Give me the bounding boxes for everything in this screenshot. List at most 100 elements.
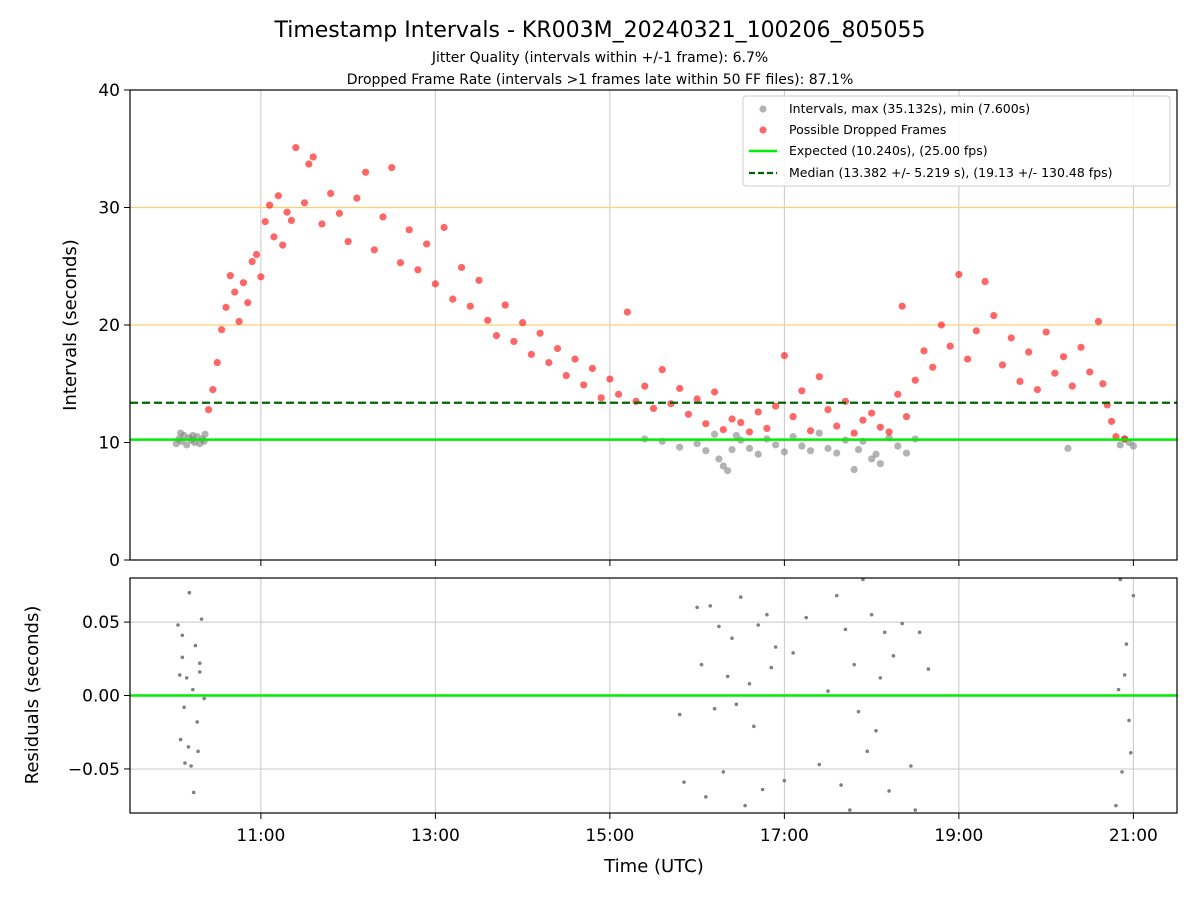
residual-point-41 [782, 778, 787, 783]
interval-point-11 [201, 430, 209, 438]
residual-point-59 [891, 654, 896, 658]
dropped-frame-point-103 [998, 361, 1007, 369]
interval-point-43 [872, 450, 880, 458]
dropped-frame-point-41 [466, 302, 474, 310]
dropped-frame-point-82 [824, 406, 832, 414]
residual-point-24 [704, 795, 708, 799]
dropped-frame-point-19 [287, 216, 296, 225]
legend-label-intervals: Intervals, max (35.132s), min (7.600s) [789, 101, 1030, 116]
interval-point-46 [894, 442, 902, 450]
intervals-panel: 0 10 20 30 40 Intervals, max (35.132s), min (… [98, 81, 1178, 571]
dropped-frame-point-45 [501, 301, 509, 309]
residual-point-23 [699, 662, 704, 667]
dropped-frame-point-92 [902, 413, 911, 421]
residual-point-26 [712, 706, 717, 711]
dropped-frame-point-14 [266, 201, 274, 209]
residual-point-6 [189, 764, 193, 768]
residual-point-48 [843, 627, 848, 632]
residual-point-8 [193, 643, 198, 648]
dropped-frame-point-5 [226, 272, 234, 280]
residual-point-62 [913, 808, 918, 812]
legend-label-dropped: Possible Dropped Frames [789, 122, 946, 137]
residual-point-30 [730, 636, 734, 641]
residual-point-43 [804, 615, 808, 620]
dropped-frame-point-106 [1025, 348, 1033, 356]
x-tick-label-21:00: 21:00 [1109, 826, 1158, 846]
dropped-frame-point-58 [615, 390, 623, 398]
residual-point-12 [202, 696, 206, 701]
interval-point-13 [189, 431, 197, 440]
bottom-plot-frame [129, 577, 1178, 814]
residual-point-54 [869, 612, 874, 617]
dropped-frame-point-84 [841, 397, 850, 405]
dropped-frame-point-8 [239, 279, 248, 287]
top-plot-frame [129, 89, 1178, 561]
dropped-frame-point-93 [911, 376, 919, 384]
dropped-frame-point-111 [1068, 382, 1076, 390]
dropped-frame-point-38 [440, 223, 448, 232]
dropped-frame-point-39 [449, 295, 457, 303]
dropped-frame-point-113 [1086, 368, 1094, 376]
interval-point-12 [177, 429, 185, 437]
residual-point-73 [1116, 687, 1121, 692]
dropped-frame-point-98 [955, 270, 963, 279]
dropped-frame-point-55 [588, 364, 597, 373]
residual-point-45 [826, 689, 830, 693]
dropped-frame-point-54 [580, 381, 588, 389]
residual-point-2 [180, 655, 185, 660]
x-tick-label-13:00: 13:00 [411, 826, 460, 846]
top-y-tick-label-30: 30 [98, 199, 120, 219]
interval-point-18 [693, 440, 701, 448]
dropped-frame-point-2 [213, 359, 221, 367]
residual-point-35 [752, 724, 756, 729]
dropped-frame-point-32 [388, 163, 396, 172]
interval-point-44 [876, 460, 884, 468]
residual-point-36 [756, 623, 760, 627]
dropped-frame-point-3 [218, 326, 226, 334]
dropped-frame-point-33 [396, 259, 405, 267]
dropped-frame-point-48 [527, 350, 535, 358]
dropped-frame-point-115 [1099, 380, 1107, 388]
residual-point-34 [747, 681, 752, 686]
dropped-frame-point-108 [1042, 328, 1050, 336]
interval-point-19 [702, 447, 710, 455]
residual-point-15 [196, 749, 200, 754]
residual-point-63 [917, 630, 922, 635]
legend-label-median: Median (13.382 +/- 5.219 s), (19.13 +/- … [789, 165, 1113, 180]
residual-point-44 [817, 762, 822, 767]
residual-point-69 [1131, 593, 1136, 598]
dropped-frame-point-4 [222, 303, 230, 311]
x-tick-label-17:00: 17:00 [760, 826, 809, 846]
legend-marker-dropped [759, 126, 767, 134]
residual-point-0 [176, 623, 180, 627]
bottom-y-axis-label: Residuals (seconds) [22, 606, 43, 785]
residual-point-32 [738, 595, 743, 599]
dropped-frame-point-9 [244, 299, 252, 307]
dropped-frame-point-61 [641, 382, 649, 390]
dropped-frame-point-59 [623, 308, 631, 316]
dropped-frame-point-76 [772, 402, 780, 410]
dropped-frame-point-105 [1016, 377, 1024, 385]
dropped-frame-point-26 [335, 209, 343, 217]
residual-point-10 [198, 670, 202, 674]
dropped-frame-point-80 [806, 427, 815, 435]
dropped-frame-point-72 [737, 418, 745, 427]
interval-point-20 [710, 430, 719, 438]
interval-point-47 [902, 449, 911, 457]
dropped-frame-point-51 [553, 344, 562, 353]
x-tick-label-15:00: 15:00 [585, 826, 634, 846]
dropped-frame-point-101 [981, 277, 989, 286]
dropped-frame-point-28 [353, 194, 361, 202]
interval-point-39 [850, 465, 858, 474]
x-tick-label-19:00: 19:00 [934, 826, 983, 846]
dropped-frame-point-89 [885, 428, 893, 436]
dropped-frame-point-110 [1059, 353, 1068, 361]
dropped-frame-point-57 [606, 375, 614, 383]
dropped-frame-point-50 [545, 359, 553, 367]
dropped-frame-point-62 [649, 404, 658, 413]
chart-subtitle-dropped: Dropped Frame Rate (intervals >1 frames … [347, 72, 854, 88]
dropped-frame-point-36 [423, 240, 431, 248]
dropped-frame-point-96 [937, 321, 946, 329]
dropped-frame-point-109 [1051, 369, 1059, 377]
